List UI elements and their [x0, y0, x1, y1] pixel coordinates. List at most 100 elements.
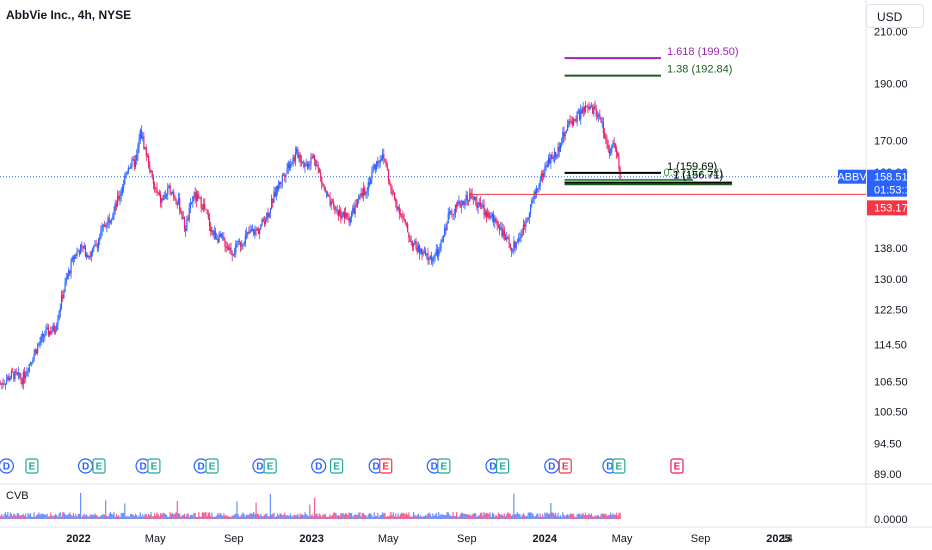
- candle-body: [94, 244, 96, 246]
- earnings-marker[interactable]: E: [379, 458, 393, 474]
- volume-bar: [435, 512, 437, 519]
- candle-body: [567, 124, 569, 131]
- candle-body: [416, 247, 418, 253]
- volume-bar: [211, 512, 213, 519]
- volume-bar: [155, 515, 157, 519]
- earnings-marker[interactable]: E: [558, 458, 572, 474]
- volume-bar: [244, 516, 246, 519]
- volume-bar: [423, 516, 425, 519]
- candle-body: [191, 203, 193, 204]
- earnings-marker[interactable]: E: [670, 458, 684, 474]
- candle-body: [106, 223, 108, 227]
- drawings-layer[interactable]: 1.618 (199.50) 1.38 (192.84) 1 (159.69)0.5…: [0, 46, 866, 195]
- dividend-marker[interactable]: D: [311, 458, 327, 474]
- earnings-marker[interactable]: E: [92, 458, 106, 474]
- earnings-marker[interactable]: E: [147, 458, 161, 474]
- price-axis[interactable]: 210.00 190.00 170.00 138.00 130.00 122.50 114.…: [874, 27, 908, 526]
- candle-body: [151, 170, 153, 177]
- candle-body: [614, 143, 616, 149]
- volume-bar: [411, 516, 414, 519]
- volume-bar: [319, 514, 322, 519]
- candle-body: [383, 154, 385, 159]
- candle-body: [80, 244, 82, 255]
- candle-body: [405, 222, 408, 225]
- symbol-title[interactable]: AbbVie Inc., 4h, NYSE: [6, 8, 132, 22]
- candle-body: [339, 209, 341, 216]
- earnings-marker[interactable]: E: [263, 458, 277, 474]
- volume-bar: [521, 514, 523, 519]
- earnings-marker[interactable]: E: [25, 458, 39, 474]
- candle-body: [238, 241, 240, 242]
- candle-body: [38, 344, 40, 346]
- volume-bar: [515, 514, 517, 519]
- volume-bar: [343, 514, 345, 519]
- candle-body: [167, 187, 169, 195]
- volume-bar: [538, 516, 540, 519]
- candle-body: [284, 175, 286, 177]
- dividend-marker[interactable]: D: [193, 458, 209, 474]
- volume-bar: [156, 512, 158, 519]
- candle-body: [376, 161, 378, 169]
- volume-bar: [471, 514, 473, 519]
- candle-body: [550, 154, 552, 164]
- candle-body: [488, 212, 490, 218]
- candle-body: [222, 236, 224, 238]
- event-letter: D: [198, 462, 205, 473]
- candles-layer: [0, 100, 621, 390]
- candle-body: [44, 335, 46, 337]
- candle-body: [274, 191, 276, 197]
- volume-bar: [309, 504, 311, 519]
- earnings-marker[interactable]: E: [496, 458, 510, 474]
- volume-bar: [427, 513, 429, 519]
- volume-bar: [489, 512, 491, 519]
- price-tick-label: 130.00: [874, 274, 908, 286]
- volume-bar: [201, 512, 203, 519]
- earnings-marker[interactable]: E: [437, 458, 451, 474]
- candle-body: [298, 155, 300, 158]
- volume-bar: [284, 512, 286, 519]
- hline-price-tag: [867, 200, 907, 216]
- candle-body: [310, 157, 312, 165]
- volume-bar: [108, 513, 110, 519]
- candle-body: [428, 258, 430, 261]
- volume-bar: [189, 515, 192, 519]
- event-letter: E: [267, 462, 274, 473]
- candle-body: [76, 251, 78, 256]
- currency-button[interactable]: USD: [866, 4, 924, 28]
- volume-bar: [348, 512, 350, 519]
- volume-bar: [606, 515, 608, 519]
- dividend-marker[interactable]: D: [77, 458, 94, 474]
- candle-body: [71, 257, 73, 261]
- earnings-marker[interactable]: E: [329, 458, 344, 474]
- candle-body: [68, 270, 70, 277]
- volume-bar: [371, 514, 373, 519]
- volume-bar: [408, 512, 410, 519]
- candle-body: [174, 196, 176, 200]
- volume-pane-label[interactable]: CVB: [6, 490, 29, 502]
- volume-bar: [51, 515, 53, 519]
- candle-body: [330, 201, 332, 206]
- event-letter: D: [139, 462, 146, 473]
- candle-body: [565, 130, 568, 134]
- dividend-marker[interactable]: D: [252, 458, 268, 474]
- earnings-marker[interactable]: E: [612, 458, 626, 474]
- volume-bar: [504, 516, 507, 519]
- volume-bar: [483, 512, 485, 519]
- volume-bar: [213, 516, 215, 519]
- candle-body: [93, 245, 95, 250]
- candle-body: [128, 167, 131, 169]
- price-tick-label: 114.50: [874, 339, 907, 351]
- candle-body: [87, 254, 89, 258]
- dividend-marker[interactable]: D: [544, 458, 560, 474]
- volume-bar: [575, 516, 577, 519]
- candle-body: [262, 219, 264, 222]
- volume-bar: [212, 516, 214, 519]
- volume-bar: [470, 515, 472, 519]
- candle-body: [555, 152, 557, 158]
- dividend-marker[interactable]: D: [0, 458, 14, 474]
- volume-bar: [25, 513, 27, 519]
- earnings-marker[interactable]: E: [205, 458, 219, 474]
